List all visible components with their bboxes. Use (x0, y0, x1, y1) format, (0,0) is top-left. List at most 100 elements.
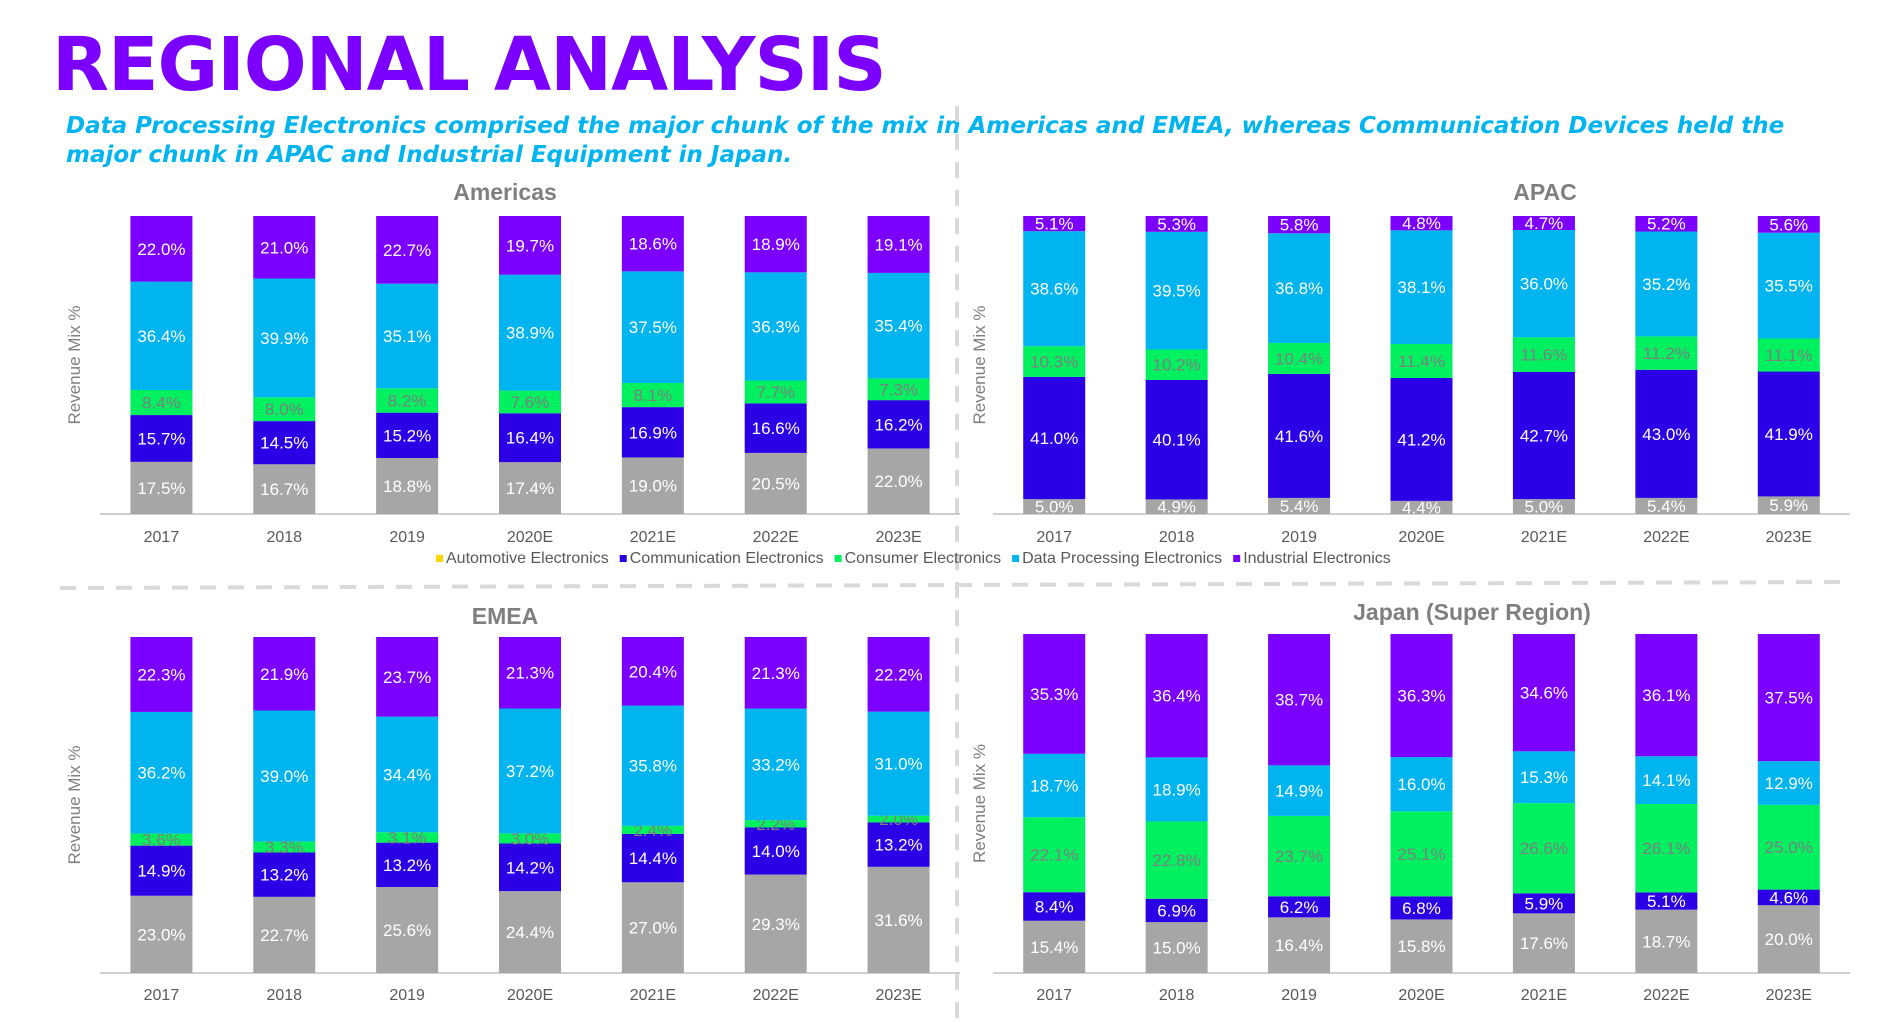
data-label: 16.6% (752, 419, 800, 438)
bar-segment-industrial-electronics (1635, 216, 1698, 232)
bar-segment-consumer-electronics (621, 825, 684, 834)
bar-segment-consumer-electronics (130, 390, 193, 416)
bar-segment-consumer-electronics (1268, 815, 1331, 897)
x-tick-label: 2020E (1398, 987, 1444, 1004)
bar-segment-consumer-electronics (1145, 349, 1208, 380)
data-label: 35.5% (1765, 277, 1813, 296)
bar-segment-communication-electronics (130, 415, 193, 462)
bar-segment-consumer-electronics (1635, 336, 1698, 370)
bar-segment-communication-electronics (499, 413, 561, 463)
data-label: 4.9% (1157, 498, 1196, 517)
bar-segment-consumer-electronics (867, 378, 930, 401)
bar-segment-industrial-electronics (1757, 216, 1820, 233)
bar-segment-consumer-electronics (499, 833, 561, 844)
bar-segment-consumer-electronics (1757, 338, 1820, 372)
bar-segment-data-processing-electronics (1390, 230, 1453, 344)
data-label: 39.9% (260, 329, 308, 348)
data-label: 33.2% (752, 755, 800, 774)
data-label: 5.3% (1157, 215, 1196, 234)
legend-swatch-automotive-electronics (436, 555, 443, 562)
bar-segment-data-processing-electronics (1145, 231, 1208, 350)
bar-segment-automotive-electronics (1757, 496, 1820, 514)
chart-apac: APAC Revenue Mix % 5.0% 41.0% 10.3% 38.6% 5.1%… (970, 179, 1850, 546)
bar-segment-industrial-electronics (867, 216, 930, 273)
legend-swatch-consumer-electronics (834, 555, 842, 562)
legend-swatch-communication-electronics (619, 555, 627, 562)
data-label: 35.1% (383, 327, 431, 346)
data-label: 37.2% (506, 762, 554, 781)
bar-segment-industrial-electronics (1023, 216, 1086, 232)
bar-segment-consumer-electronics (376, 832, 439, 843)
data-label: 5.9% (1525, 894, 1564, 913)
data-label: 15.3% (1520, 768, 1568, 787)
bar-segment-data-processing-electronics (253, 710, 316, 842)
bar-segment-automotive-electronics (1390, 919, 1453, 973)
bar-segment-communication-electronics (253, 852, 316, 897)
data-label: 16.9% (629, 423, 677, 442)
data-label: 36.0% (1520, 275, 1568, 294)
bar-segment-communication-electronics (744, 827, 807, 875)
bar-segment-communication-electronics (499, 843, 561, 892)
bar-segment-consumer-electronics (867, 815, 930, 823)
bar-segment-data-processing-electronics (499, 274, 561, 391)
data-label: 16.7% (260, 480, 308, 499)
bar-segment-communication-electronics (1512, 371, 1575, 500)
data-label: 35.2% (1642, 275, 1690, 294)
data-label: 15.0% (1153, 939, 1201, 958)
legend-swatch-industrial-electronics (1233, 555, 1241, 562)
bar-segment-data-processing-electronics (1023, 753, 1086, 818)
bar-segment-automotive-electronics (1268, 917, 1331, 973)
bar-segment-data-processing-electronics (1268, 765, 1331, 816)
bar-segment-consumer-electronics (1023, 817, 1086, 893)
bar-segment-industrial-electronics (744, 637, 807, 709)
data-label: 8.1% (633, 386, 672, 405)
data-label: 36.4% (137, 327, 185, 346)
bar-segment-communication-electronics (1023, 892, 1086, 921)
data-label: 26.1% (1642, 839, 1690, 858)
data-label: 7.6% (511, 393, 550, 412)
data-label: 38.9% (506, 324, 554, 343)
data-label: 11.6% (1520, 346, 1567, 365)
x-tick-label: 2021E (630, 987, 676, 1004)
data-label: 25.6% (383, 921, 431, 940)
data-label: 39.5% (1153, 282, 1201, 301)
bar-segment-automotive-electronics (1145, 499, 1208, 514)
data-label: 35.3% (1030, 685, 1078, 704)
bar-segment-industrial-electronics (376, 216, 439, 284)
x-tick-label: 2020E (507, 987, 553, 1004)
bar-segment-industrial-electronics (1023, 634, 1086, 754)
data-label: 18.7% (1030, 777, 1078, 796)
bar-segment-communication-electronics (1145, 379, 1208, 500)
x-tick-label: 2021E (1521, 529, 1567, 546)
bar-segment-industrial-electronics (1390, 634, 1453, 758)
data-label: 35.8% (629, 757, 677, 776)
bar-segment-consumer-electronics (253, 841, 316, 853)
bar-segment-industrial-electronics (1390, 216, 1453, 231)
data-label: 11.4% (1398, 352, 1445, 371)
data-label: 22.2% (874, 665, 922, 684)
bar-segment-automotive-electronics (253, 896, 316, 973)
bar-segment-consumer-electronics (744, 380, 807, 404)
bar-segment-data-processing-electronics (376, 283, 439, 389)
data-label: 13.2% (383, 856, 431, 875)
chart-legend: Automotive Electronics Communication Elec… (436, 550, 1391, 567)
data-label: 23.7% (383, 668, 431, 687)
data-label: 7.3% (879, 380, 918, 399)
data-label: 3.3% (265, 838, 304, 857)
data-label: 22.0% (137, 240, 185, 259)
bar-segment-communication-electronics (1023, 376, 1086, 500)
data-label: 40.1% (1153, 431, 1201, 450)
data-label: 36.2% (137, 764, 185, 783)
data-label: 4.4% (1402, 498, 1441, 517)
x-tick-label: 2017 (1036, 987, 1072, 1004)
data-label: 13.2% (260, 866, 308, 885)
bar-segment-automotive-electronics (376, 886, 439, 973)
bar-segment-automotive-electronics (1512, 499, 1575, 514)
data-label: 18.7% (1642, 932, 1690, 951)
data-label: 5.6% (1769, 215, 1808, 234)
data-label: 38.7% (1275, 691, 1323, 710)
bar-segment-automotive-electronics (130, 461, 193, 514)
x-tick-label: 2023E (1766, 529, 1812, 546)
data-label: 14.9% (137, 862, 185, 881)
